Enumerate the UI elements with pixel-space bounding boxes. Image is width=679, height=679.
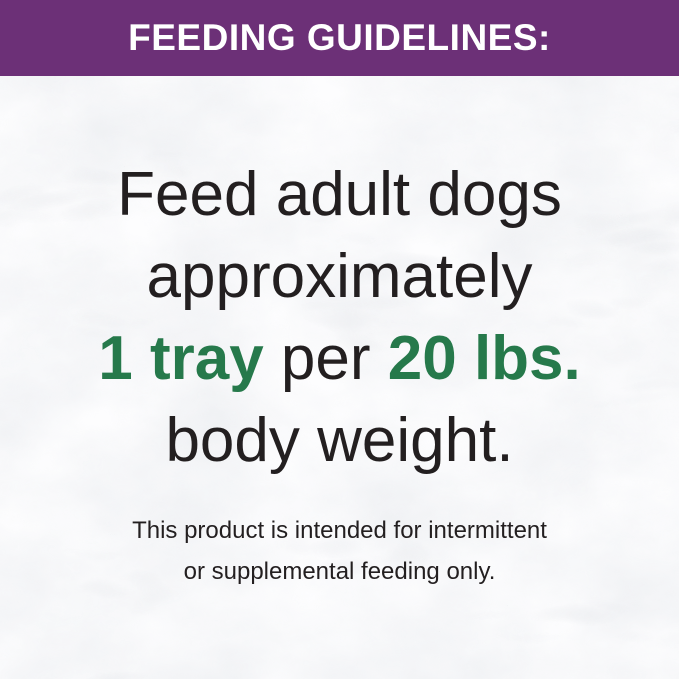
highlight-weight: 20 lbs. xyxy=(387,324,581,393)
guideline-line-4: body weight. xyxy=(165,406,514,475)
feeding-guidelines-banner: FEEDING GUIDELINES: xyxy=(0,0,679,76)
banner-title: FEEDING GUIDELINES: xyxy=(128,16,551,58)
guideline-line-1: Feed adult dogs xyxy=(117,160,562,229)
guideline-line-3: 1 tray per 20 lbs. xyxy=(0,318,679,400)
guideline-connector: per xyxy=(263,324,388,393)
guideline-text: Feed adult dogs approximately 1 tray per… xyxy=(0,76,679,482)
footnote-line-1: This product is intended for intermitten… xyxy=(132,517,547,544)
footnote-line-2: or supplemental feeding only. xyxy=(183,558,496,585)
footnote: This product is intended for intermitten… xyxy=(0,510,679,592)
guideline-line-2: approximately xyxy=(146,242,533,311)
highlight-tray: 1 tray xyxy=(98,324,264,393)
